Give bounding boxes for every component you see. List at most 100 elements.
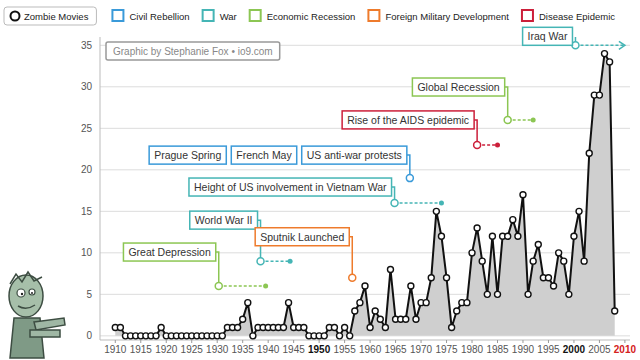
annotation-arrow [619, 41, 625, 49]
x-tick [624, 340, 625, 343]
point [428, 275, 434, 281]
point [250, 333, 256, 339]
point [382, 325, 388, 331]
point [347, 333, 353, 339]
annotation-box [123, 243, 215, 261]
point [464, 300, 470, 306]
x-tick [599, 340, 600, 343]
point [158, 325, 164, 331]
zombie-arm [34, 318, 65, 330]
x-tick [573, 340, 574, 343]
x-tick [242, 340, 243, 343]
point [286, 300, 292, 306]
y-tick-label: 15 [81, 206, 93, 217]
annotation-end [531, 118, 536, 123]
point [444, 275, 450, 281]
annotation-label: Height of US involvement in Vietnam War [194, 181, 387, 193]
point [596, 92, 602, 98]
grid-line [100, 86, 630, 87]
annotation-start [391, 200, 398, 207]
annotation-start [504, 117, 511, 124]
annotation-box [255, 228, 349, 246]
x-tick-label: 1985 [486, 344, 509, 355]
x-tick-label: 1965 [384, 344, 407, 355]
annotation-labels: Great DepressionWorld War IISputnik Laun… [123, 27, 572, 261]
y-tick-label: 30 [81, 81, 93, 92]
chart: 0510152025303519101915192019251930193519… [0, 0, 640, 360]
x-tick-label: 1995 [537, 344, 560, 355]
point [301, 325, 307, 331]
point [525, 291, 531, 297]
annotation-label: US anti-war protests [307, 149, 402, 161]
annotation-duration [395, 202, 442, 204]
point [607, 59, 613, 65]
legend-label: Economic Recession [267, 11, 356, 22]
point [433, 208, 439, 214]
point [489, 233, 495, 239]
point [474, 225, 480, 231]
x-tick-label: 1955 [333, 344, 356, 355]
x-tick-label: 2005 [588, 344, 611, 355]
y-tick-label: 0 [86, 330, 92, 341]
y-tick-label: 35 [81, 40, 93, 51]
credit: Graphic by Stephanie Fox • io9.com [106, 42, 280, 60]
point [423, 300, 429, 306]
x-tick [548, 340, 549, 343]
legend-swatch [522, 10, 533, 21]
x-tick-label: 1935 [232, 344, 255, 355]
x-tick-label: 1945 [283, 344, 306, 355]
x-tick [268, 340, 269, 343]
annotation-box [149, 146, 226, 164]
annotation-box [302, 146, 407, 164]
point [240, 316, 246, 322]
point [337, 333, 343, 339]
point [612, 308, 618, 314]
x-tick-label: 1960 [359, 344, 382, 355]
annotation-label: Prague Spring [154, 149, 221, 161]
point [551, 283, 557, 289]
point [372, 308, 378, 314]
annotation-end [439, 201, 444, 206]
legend-label: War [220, 11, 237, 22]
legend-marker [11, 12, 20, 21]
zombie-illustration [9, 272, 65, 358]
point [515, 233, 521, 239]
annotation-label: Sputnik Launched [260, 231, 344, 243]
annotation-box [231, 146, 296, 164]
x-tick [344, 340, 345, 343]
grid-line [100, 211, 630, 212]
plot-area [112, 51, 617, 339]
x-axis-line [100, 340, 630, 341]
annotation-label: Rise of the AIDS epidemic [347, 114, 469, 126]
x-tick [115, 340, 116, 343]
point [495, 291, 501, 297]
legend: Zombie MoviesCivil RebellionWarEconomic … [4, 7, 615, 25]
annotation-start [349, 274, 356, 281]
x-tick [140, 340, 141, 343]
point [245, 300, 251, 306]
x-tick-label: 1975 [435, 344, 458, 355]
x-tick-label: 1915 [130, 344, 153, 355]
point [449, 325, 455, 331]
point [377, 316, 383, 322]
area [115, 54, 614, 336]
annotation-label: French May [236, 149, 292, 161]
x-axis: 1910191519201925193019351940194519501955… [104, 340, 636, 355]
x-tick [370, 340, 371, 343]
annotation-start [474, 141, 481, 148]
annotation-label: Great Depression [128, 246, 210, 258]
point [387, 266, 393, 272]
point [505, 233, 511, 239]
x-tick [166, 340, 167, 343]
point [469, 250, 475, 256]
x-tick-label: 1930 [206, 344, 229, 355]
zombie-pupil [21, 293, 23, 295]
line [115, 54, 614, 336]
point [520, 192, 526, 198]
x-tick [472, 340, 473, 343]
point [362, 283, 368, 289]
point [153, 333, 159, 339]
x-tick-label: 1940 [257, 344, 280, 355]
point [530, 258, 536, 264]
point [219, 333, 225, 339]
